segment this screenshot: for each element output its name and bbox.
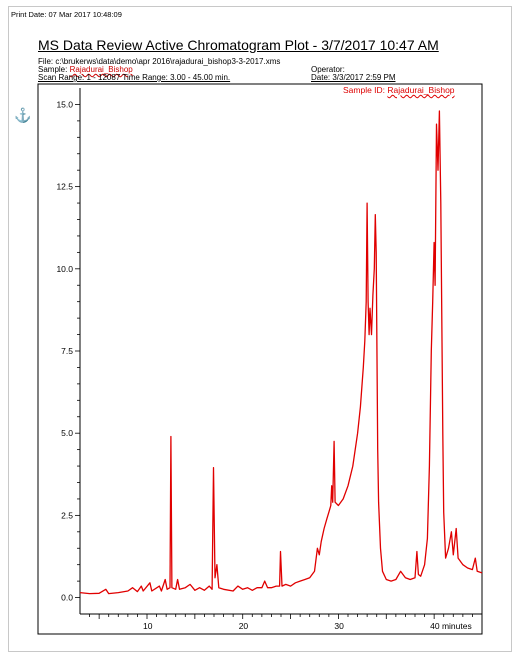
file-path: File: c:\brukerws\data\demo\apr 2016\raj… [38,57,281,66]
x-tick-label: 20 [239,621,249,631]
y-tick-label: 15.0 [56,99,73,109]
y-tick-label: 12.5 [56,182,73,192]
x-tick-label: 40 minutes [430,621,472,631]
acquisition-date: Date: 3/3/2017 2:59 PM [311,73,396,82]
scan-range: Scan Range: 1 - 12087 Time Range: 3.00 -… [38,73,231,82]
y-tick-label: 5.0 [61,428,73,438]
sample-id-annotation: Sample ID: Rajadurai_Bishop [343,85,455,95]
chart-frame [37,83,483,635]
anchor-icon[interactable]: ⚓ [14,107,32,123]
report-title: MS Data Review Active Chromatogram Plot … [38,37,439,53]
chromatogram-trace [79,110,483,595]
y-tick-label: 0.0 [61,593,73,603]
sample-id-value: Rajadurai_Bishop [387,85,455,95]
report-sheet [8,6,512,652]
operator-label: Operator: [311,65,345,74]
y-tick-label: 2.5 [61,510,73,520]
x-tick-label: 10 [143,621,153,631]
sample-line: Sample: Rajadurai_Bishop [38,65,133,74]
sample-label: Sample: [38,65,68,74]
sample-id-label: Sample ID: [343,85,386,95]
y-tick-label: 10.0 [56,264,73,274]
print-date: Print Date: 07 Mar 2017 10:48:09 [11,10,122,19]
x-tick-label: 30 [334,621,344,631]
sample-value: Rajadurai_Bishop [69,65,133,74]
y-tick-label: 7.5 [61,346,73,356]
